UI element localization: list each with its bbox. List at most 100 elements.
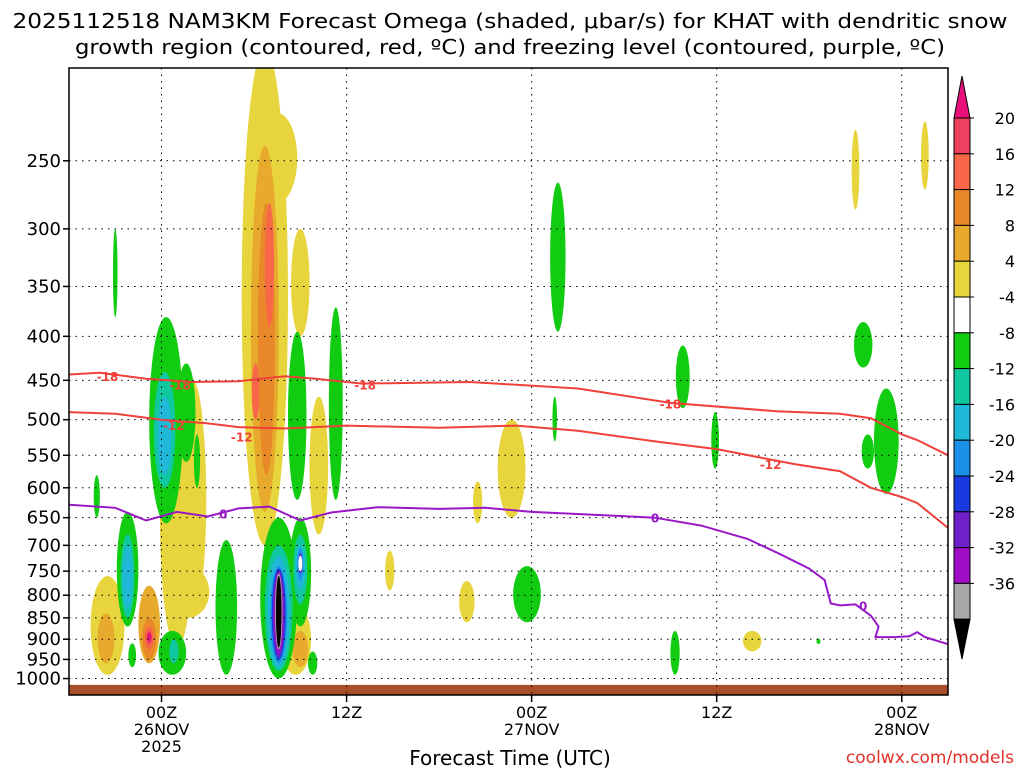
y-tick-label: 750 [27, 561, 61, 582]
y-tick-label: 350 [27, 276, 61, 297]
omega-region-57 [157, 396, 172, 476]
omega-region-69 [298, 555, 303, 572]
omega-region-30 [328, 307, 343, 501]
omega-region-9 [497, 419, 526, 518]
colorbar-label: -24 [989, 467, 1015, 486]
omega-shading-layer [90, 68, 929, 679]
y-tick-label: 300 [27, 219, 61, 240]
omega-region-31 [215, 539, 238, 675]
contour-label: -12 [760, 458, 782, 472]
x-axis-title: Forecast Time (UTC) [409, 746, 611, 768]
omega-region-3 [291, 228, 310, 337]
omega-region-17 [97, 613, 115, 664]
colorbar-swatch-9 [953, 439, 971, 477]
y-tick-label: 900 [27, 629, 61, 650]
colorbar-swatch-10 [953, 475, 971, 513]
colorbar-label: 12 [995, 181, 1015, 200]
colorbar-label: -12 [989, 360, 1015, 379]
colorbar-swatch-6 [953, 332, 971, 370]
y-tick-label: 600 [27, 478, 61, 499]
contour-line-2 [69, 503, 948, 646]
x-tick-label-line1: 12Z [331, 703, 362, 722]
omega-region-68 [275, 576, 282, 648]
x-tick-label-line1: 12Z [701, 703, 732, 722]
omega-region-44 [711, 412, 719, 469]
y-tick-label: 500 [27, 410, 61, 431]
colorbar-swatch-11 [953, 511, 971, 549]
ground-surface [69, 684, 948, 695]
omega-region-39 [93, 475, 100, 518]
omega-region-41 [550, 182, 566, 332]
colorbar-label: -32 [989, 539, 1015, 558]
omega-region-14 [851, 129, 860, 210]
contour-label: -12 [163, 419, 185, 433]
plot-frame [68, 67, 949, 696]
omega-region-37 [308, 651, 318, 675]
colorbar-swatch-13 [953, 582, 971, 620]
y-tick-label: 650 [27, 508, 61, 529]
contour-label: 0 [219, 508, 227, 522]
omega-region-42 [552, 396, 558, 442]
colorbar-swatch-12 [953, 547, 971, 584]
chart-title-line1: 2025112518 NAM3KM Forecast Omega (shaded… [13, 9, 1008, 33]
colorbar-label: 8 [1005, 216, 1015, 235]
colorbar-label: -16 [989, 395, 1015, 414]
omega-region-40 [193, 434, 201, 488]
omega-region-47 [853, 322, 873, 368]
omega-region-46 [670, 630, 680, 675]
omega-region-6 [166, 566, 210, 618]
colorbar-swatch-1 [953, 153, 971, 191]
colorbar-label: -20 [989, 431, 1015, 450]
omega-region-7 [309, 396, 329, 535]
omega-region-13 [742, 630, 762, 652]
omega-region-28 [176, 363, 196, 463]
x-tick-label-line1: 00Z [516, 703, 547, 722]
colorbar-swatch-0 [953, 117, 971, 155]
y-tick-label: 450 [27, 370, 61, 391]
temperature-contours: -18 -18 -18 -18 -12 -12 -12 0 0 0 [69, 370, 948, 646]
y-tick-label: 950 [27, 649, 61, 670]
colorbar-swatch-3 [953, 224, 971, 262]
chart-title-line2: growth region (contoured, red, ºC) and f… [75, 35, 945, 59]
omega-region-56 [169, 639, 179, 664]
y-tick-label: 1000 [15, 669, 61, 690]
colorbar-label: -8 [999, 324, 1015, 343]
omega-region-22 [264, 203, 275, 327]
contour-line-1 [69, 411, 948, 529]
omega-region-12 [459, 580, 475, 623]
omega-region-11 [385, 550, 395, 591]
x-tick-label-line1: 00Z [146, 703, 177, 722]
colorbar-swatch-5 [953, 296, 971, 334]
colorbar-label: -36 [989, 574, 1015, 593]
omega-region-43 [675, 345, 690, 409]
contour-label: -12 [231, 430, 253, 444]
omega-region-51 [816, 638, 821, 645]
omega-region-19 [292, 630, 309, 668]
omega-region-10 [473, 481, 483, 524]
omega-region-49 [861, 434, 874, 469]
y-tick-label: 800 [27, 585, 61, 606]
contour-label: -18 [169, 378, 191, 392]
x-tick-label-line3: 2025 [141, 737, 182, 756]
colorbar-label: -28 [989, 503, 1015, 522]
contour-label: 0 [651, 512, 659, 526]
pressure-axis: 2503003504004505005506006507007508008509… [15, 151, 69, 690]
y-tick-label: 550 [27, 445, 61, 466]
colorbar-bottom-arrow [953, 618, 971, 660]
colorbar: 20 16 12 8 4 -4 -8 -12 -16 -20 -24 -28 -32 -36 [953, 75, 1015, 660]
omega-region-36 [128, 643, 137, 668]
omega-region-15 [921, 121, 929, 190]
colorbar-swatch-8 [953, 403, 971, 441]
contour-label: -18 [660, 398, 682, 412]
y-tick-label: 250 [27, 151, 61, 172]
omega-region-58 [122, 545, 133, 609]
y-tick-label: 700 [27, 535, 61, 556]
omega-region-23 [251, 363, 260, 420]
omega-region-45 [513, 566, 541, 623]
colorbar-swatch-2 [953, 189, 971, 226]
contour-label: 0 [859, 599, 867, 613]
y-tick-label: 400 [27, 326, 61, 347]
contour-line-0 [69, 371, 948, 457]
credit-link[interactable]: coolwx.com/models [846, 748, 1014, 768]
